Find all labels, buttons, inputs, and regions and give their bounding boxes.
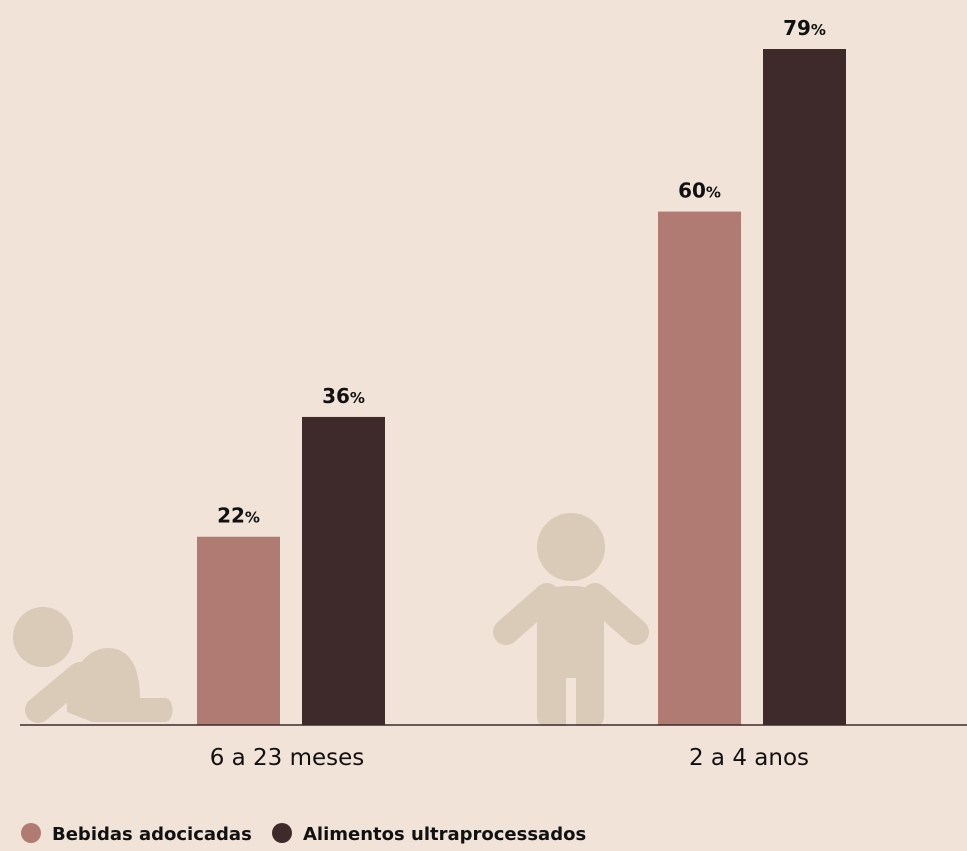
value-label-bebidas-2-4-anos: 60%	[678, 179, 721, 203]
value-label-bebidas-6-23-meses: 22%	[217, 504, 260, 528]
legend-swatch-bebidas	[21, 823, 41, 843]
legend-swatch-alimentos	[272, 823, 292, 843]
legend-label-alimentos: Alimentos ultraprocessados	[303, 824, 586, 845]
toddler-icon	[493, 513, 649, 728]
bar-alimentos-2-4-anos	[763, 49, 846, 725]
legend-label-bebidas: Bebidas adocicadas	[52, 824, 252, 845]
bar-bebidas-6-23-meses	[197, 536, 280, 725]
value-labels-group: 22% 60% 36% 79%	[217, 16, 826, 528]
value-label-alimentos-2-4-anos: 79%	[783, 16, 826, 40]
bars-group	[197, 49, 846, 725]
category-label-2-4-anos: 2 a 4 anos	[689, 745, 809, 771]
bar-bebidas-2-4-anos	[658, 211, 741, 725]
legend: Bebidas adocicadas Alimentos ultraproces…	[21, 823, 586, 845]
category-label-6-23-meses: 6 a 23 meses	[210, 745, 365, 771]
value-label-alimentos-6-23-meses: 36%	[322, 384, 365, 408]
bar-alimentos-6-23-meses	[302, 416, 385, 725]
crawling-baby-icon	[13, 607, 173, 723]
